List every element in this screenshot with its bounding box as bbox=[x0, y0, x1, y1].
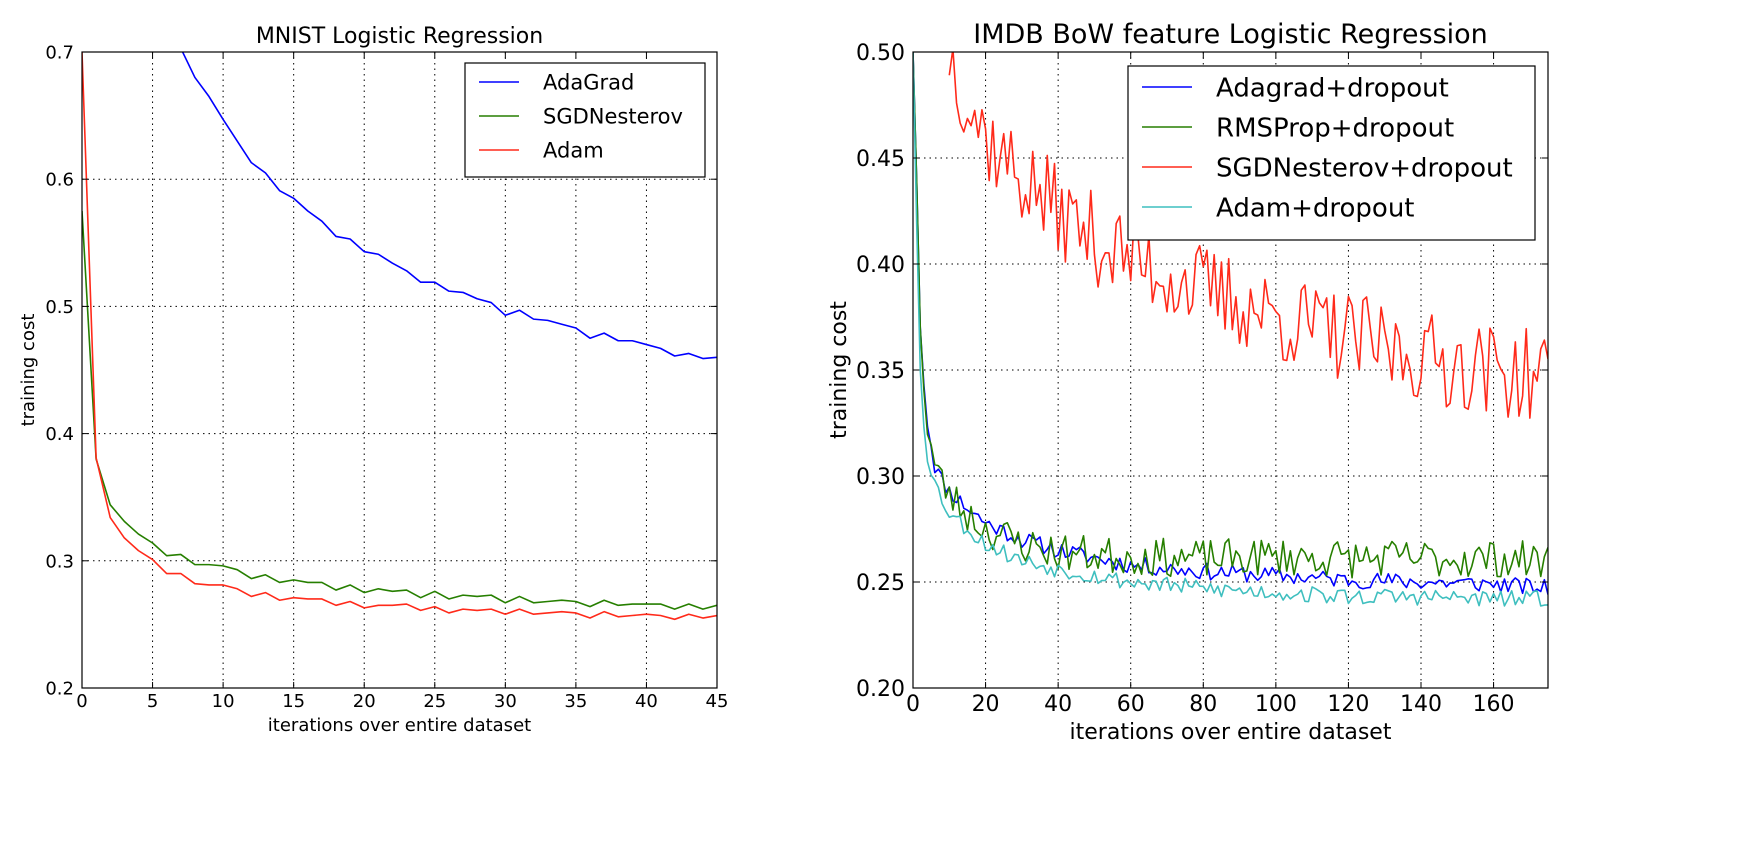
series-group bbox=[82, 52, 717, 621]
y-tick-label: 0.35 bbox=[856, 359, 905, 384]
y-tick-label: 0.7 bbox=[45, 42, 74, 63]
y-tick-label: 0.20 bbox=[856, 677, 905, 702]
y-axis-label: training cost bbox=[827, 301, 852, 439]
x-tick-label: 20 bbox=[353, 691, 376, 712]
chart-mnist: 0 5 10 15 20 25 30 35 40 45 0.2 0.3 0.4 0.5 0.6 0.7 MNIS… bbox=[18, 24, 728, 736]
ticks: 0 20 40 60 80 100 120 140 160 0.20 0.25 0.30 0.35 0.4… bbox=[856, 41, 1548, 717]
x-tick-label: 45 bbox=[706, 691, 729, 712]
x-tick-label: 25 bbox=[423, 691, 446, 712]
x-axis-label: iterations over entire dataset bbox=[268, 715, 531, 736]
y-tick-label: 0.30 bbox=[856, 465, 905, 490]
ticks: 0 5 10 15 20 25 30 35 40 45 0.2 0.3 0.4 0.5 0.6 0.7 bbox=[45, 42, 728, 712]
x-tick-label: 0 bbox=[76, 691, 87, 712]
legend-label: AdaGrad bbox=[543, 71, 634, 95]
legend-label: Adagrad+dropout bbox=[1216, 73, 1449, 103]
x-tick-label: 30 bbox=[494, 691, 517, 712]
series-line-sgdnesterov bbox=[82, 210, 717, 610]
legend-label: SGDNesterov+dropout bbox=[1216, 153, 1513, 183]
plot-frame bbox=[81, 51, 718, 689]
chart-imdb: 0 20 40 60 80 100 120 140 160 0.20 0.25 0.30 0.35 0.4… bbox=[827, 19, 1549, 745]
x-tick-label: 15 bbox=[282, 691, 305, 712]
series-line-adam bbox=[82, 52, 717, 621]
x-tick-label: 40 bbox=[1044, 692, 1072, 717]
y-tick-label: 0.4 bbox=[45, 424, 74, 445]
x-tick-label: 0 bbox=[906, 692, 920, 717]
series-line-sgdnesterov-dropout bbox=[948, 52, 1548, 419]
x-tick-label: 5 bbox=[147, 691, 158, 712]
chart-title: IMDB BoW feature Logistic Regression bbox=[973, 19, 1488, 50]
x-tick-label: 140 bbox=[1400, 692, 1442, 717]
x-axis-label: iterations over entire dataset bbox=[1070, 720, 1392, 745]
x-tick-label: 10 bbox=[212, 691, 235, 712]
x-tick-label: 80 bbox=[1189, 692, 1217, 717]
y-tick-label: 0.3 bbox=[45, 551, 74, 572]
x-tick-label: 60 bbox=[1117, 692, 1145, 717]
legend: AdaGrad SGDNesterov Adam bbox=[464, 62, 706, 178]
chart-title: MNIST Logistic Regression bbox=[256, 24, 543, 49]
y-axis-label: training cost bbox=[18, 314, 39, 427]
y-tick-label: 0.5 bbox=[45, 297, 74, 318]
y-tick-label: 0.25 bbox=[856, 571, 905, 596]
x-tick-label: 35 bbox=[564, 691, 587, 712]
legend-box bbox=[1127, 65, 1536, 241]
legend-label: SGDNesterov bbox=[543, 105, 683, 129]
legend: Adagrad+dropout RMSProp+dropout SGDNestero… bbox=[1127, 65, 1536, 241]
y-tick-label: 0.40 bbox=[856, 253, 905, 278]
y-tick-label: 0.2 bbox=[45, 678, 74, 699]
legend-label: RMSProp+dropout bbox=[1216, 113, 1454, 143]
x-tick-label: 20 bbox=[972, 692, 1000, 717]
x-tick-label: 100 bbox=[1255, 692, 1297, 717]
legend-label: Adam bbox=[543, 139, 604, 163]
y-tick-label: 0.50 bbox=[856, 41, 905, 66]
series-line-adagrad bbox=[181, 52, 717, 360]
series-group bbox=[913, 52, 1548, 607]
y-tick-label: 0.6 bbox=[45, 170, 74, 191]
legend-label: Adam+dropout bbox=[1216, 193, 1415, 223]
x-tick-label: 120 bbox=[1327, 692, 1369, 717]
series-line-rmsprop-dropout bbox=[913, 52, 1548, 579]
y-tick-label: 0.45 bbox=[856, 147, 905, 172]
x-tick-label: 160 bbox=[1473, 692, 1515, 717]
series-line-adam-dropout bbox=[913, 52, 1548, 607]
x-tick-label: 40 bbox=[635, 691, 658, 712]
